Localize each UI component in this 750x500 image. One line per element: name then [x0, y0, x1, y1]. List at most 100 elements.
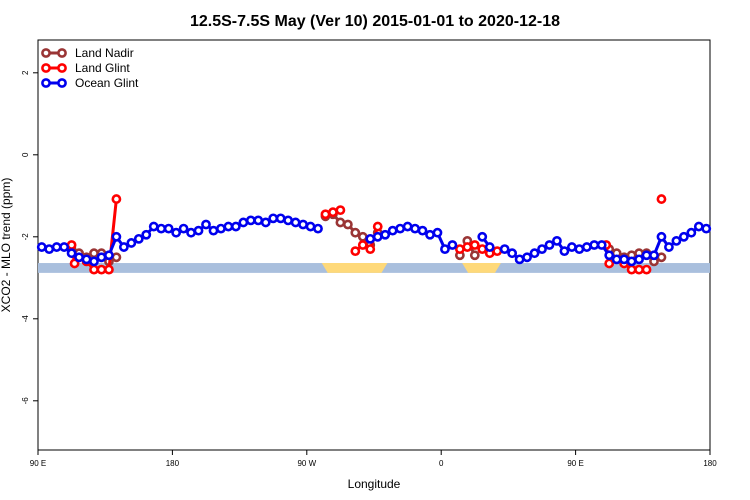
legend-label: Land Nadir [75, 46, 134, 60]
y-tick-label: 2 [21, 70, 30, 75]
data-point [148, 221, 159, 232]
data-point [604, 250, 615, 261]
data-point [544, 240, 555, 250]
x-tick-label: 90 E [567, 459, 583, 468]
y-tick-label: -2 [21, 233, 30, 241]
legend-marker [57, 78, 67, 88]
data-point [477, 244, 488, 254]
data-point [641, 250, 652, 261]
data-point [425, 229, 435, 240]
data-point [671, 235, 682, 246]
data-point [701, 223, 712, 234]
data-point [514, 254, 525, 265]
data-point [283, 215, 294, 226]
x-axis-label: Longitude [348, 477, 401, 491]
data-point [507, 248, 518, 259]
legend-marker [57, 63, 67, 73]
data-point [447, 240, 458, 250]
y-tick-label: -4 [21, 315, 30, 323]
data-point [51, 242, 62, 252]
data-point [298, 219, 308, 230]
data-point [350, 227, 361, 238]
legend-marker [57, 48, 67, 58]
data-point [36, 242, 47, 252]
land-segment [321, 263, 388, 273]
x-tick-label: 90 E [30, 459, 46, 468]
data-point [477, 231, 488, 242]
data-point [537, 244, 547, 254]
data-point [290, 217, 301, 228]
data-point [104, 264, 114, 275]
data-point [44, 244, 55, 254]
land-segment [462, 263, 501, 273]
data-point [260, 217, 271, 228]
data-point [656, 252, 667, 263]
data-point [604, 258, 615, 269]
legend-marker [41, 48, 51, 58]
data-point [328, 207, 338, 218]
data-point [69, 258, 80, 269]
data-point [118, 242, 129, 252]
x-tick-label: 180 [703, 459, 717, 468]
data-point [365, 233, 376, 244]
data-point [529, 248, 540, 259]
x-tick-label: 0 [439, 459, 444, 468]
data-point [402, 221, 413, 232]
data-point [216, 223, 226, 234]
data-point [126, 238, 137, 248]
chart-title: 12.5S-7.5S May (Ver 10) 2015-01-01 to 20… [190, 13, 560, 30]
data-point [499, 244, 510, 254]
legend-label: Land Glint [75, 61, 130, 75]
data-point [171, 227, 182, 238]
data-point [656, 231, 667, 242]
land-band [38, 263, 710, 273]
data-point [581, 242, 592, 252]
data-point [380, 229, 391, 240]
data-point [641, 264, 652, 275]
legend-marker [41, 63, 51, 73]
data-point [656, 194, 667, 204]
data-point [559, 246, 570, 257]
data-point [552, 235, 562, 246]
data-point [357, 240, 368, 250]
x-tick-label: 90 W [297, 459, 316, 468]
data-point [313, 223, 323, 234]
data-point [335, 217, 346, 228]
data-point [522, 252, 532, 263]
data-point [96, 252, 107, 263]
data-point [484, 242, 495, 252]
data-point [626, 264, 637, 275]
data-point [89, 256, 99, 267]
y-tick-label: -6 [21, 397, 30, 405]
data-point [89, 248, 99, 259]
data-point [611, 254, 622, 265]
data-point [634, 264, 644, 275]
data-point [223, 221, 234, 232]
x-axis: 90 E 180 90 W 0 90 E 180 [30, 450, 717, 468]
data-point [432, 227, 443, 238]
data-point [66, 248, 77, 259]
data-point [141, 229, 152, 240]
data-point [387, 225, 398, 236]
x-tick-label: 180 [166, 459, 180, 468]
data-point [574, 244, 585, 254]
data-point [357, 231, 368, 242]
y-axis: 2 0 -2 -4 -6 [21, 70, 38, 404]
data-point [649, 250, 659, 261]
legend-marker [41, 78, 51, 88]
data-point [365, 244, 376, 254]
data-point [462, 242, 473, 252]
data-point [372, 231, 383, 242]
data-point [626, 256, 637, 267]
series-ocean-glint [36, 213, 712, 267]
data-point [268, 213, 279, 224]
data-point [589, 240, 600, 250]
data-point [395, 223, 406, 234]
data-point [275, 213, 286, 224]
data-point [178, 223, 189, 234]
data-point [238, 217, 249, 228]
data-point [417, 225, 428, 236]
data-point [469, 250, 480, 261]
